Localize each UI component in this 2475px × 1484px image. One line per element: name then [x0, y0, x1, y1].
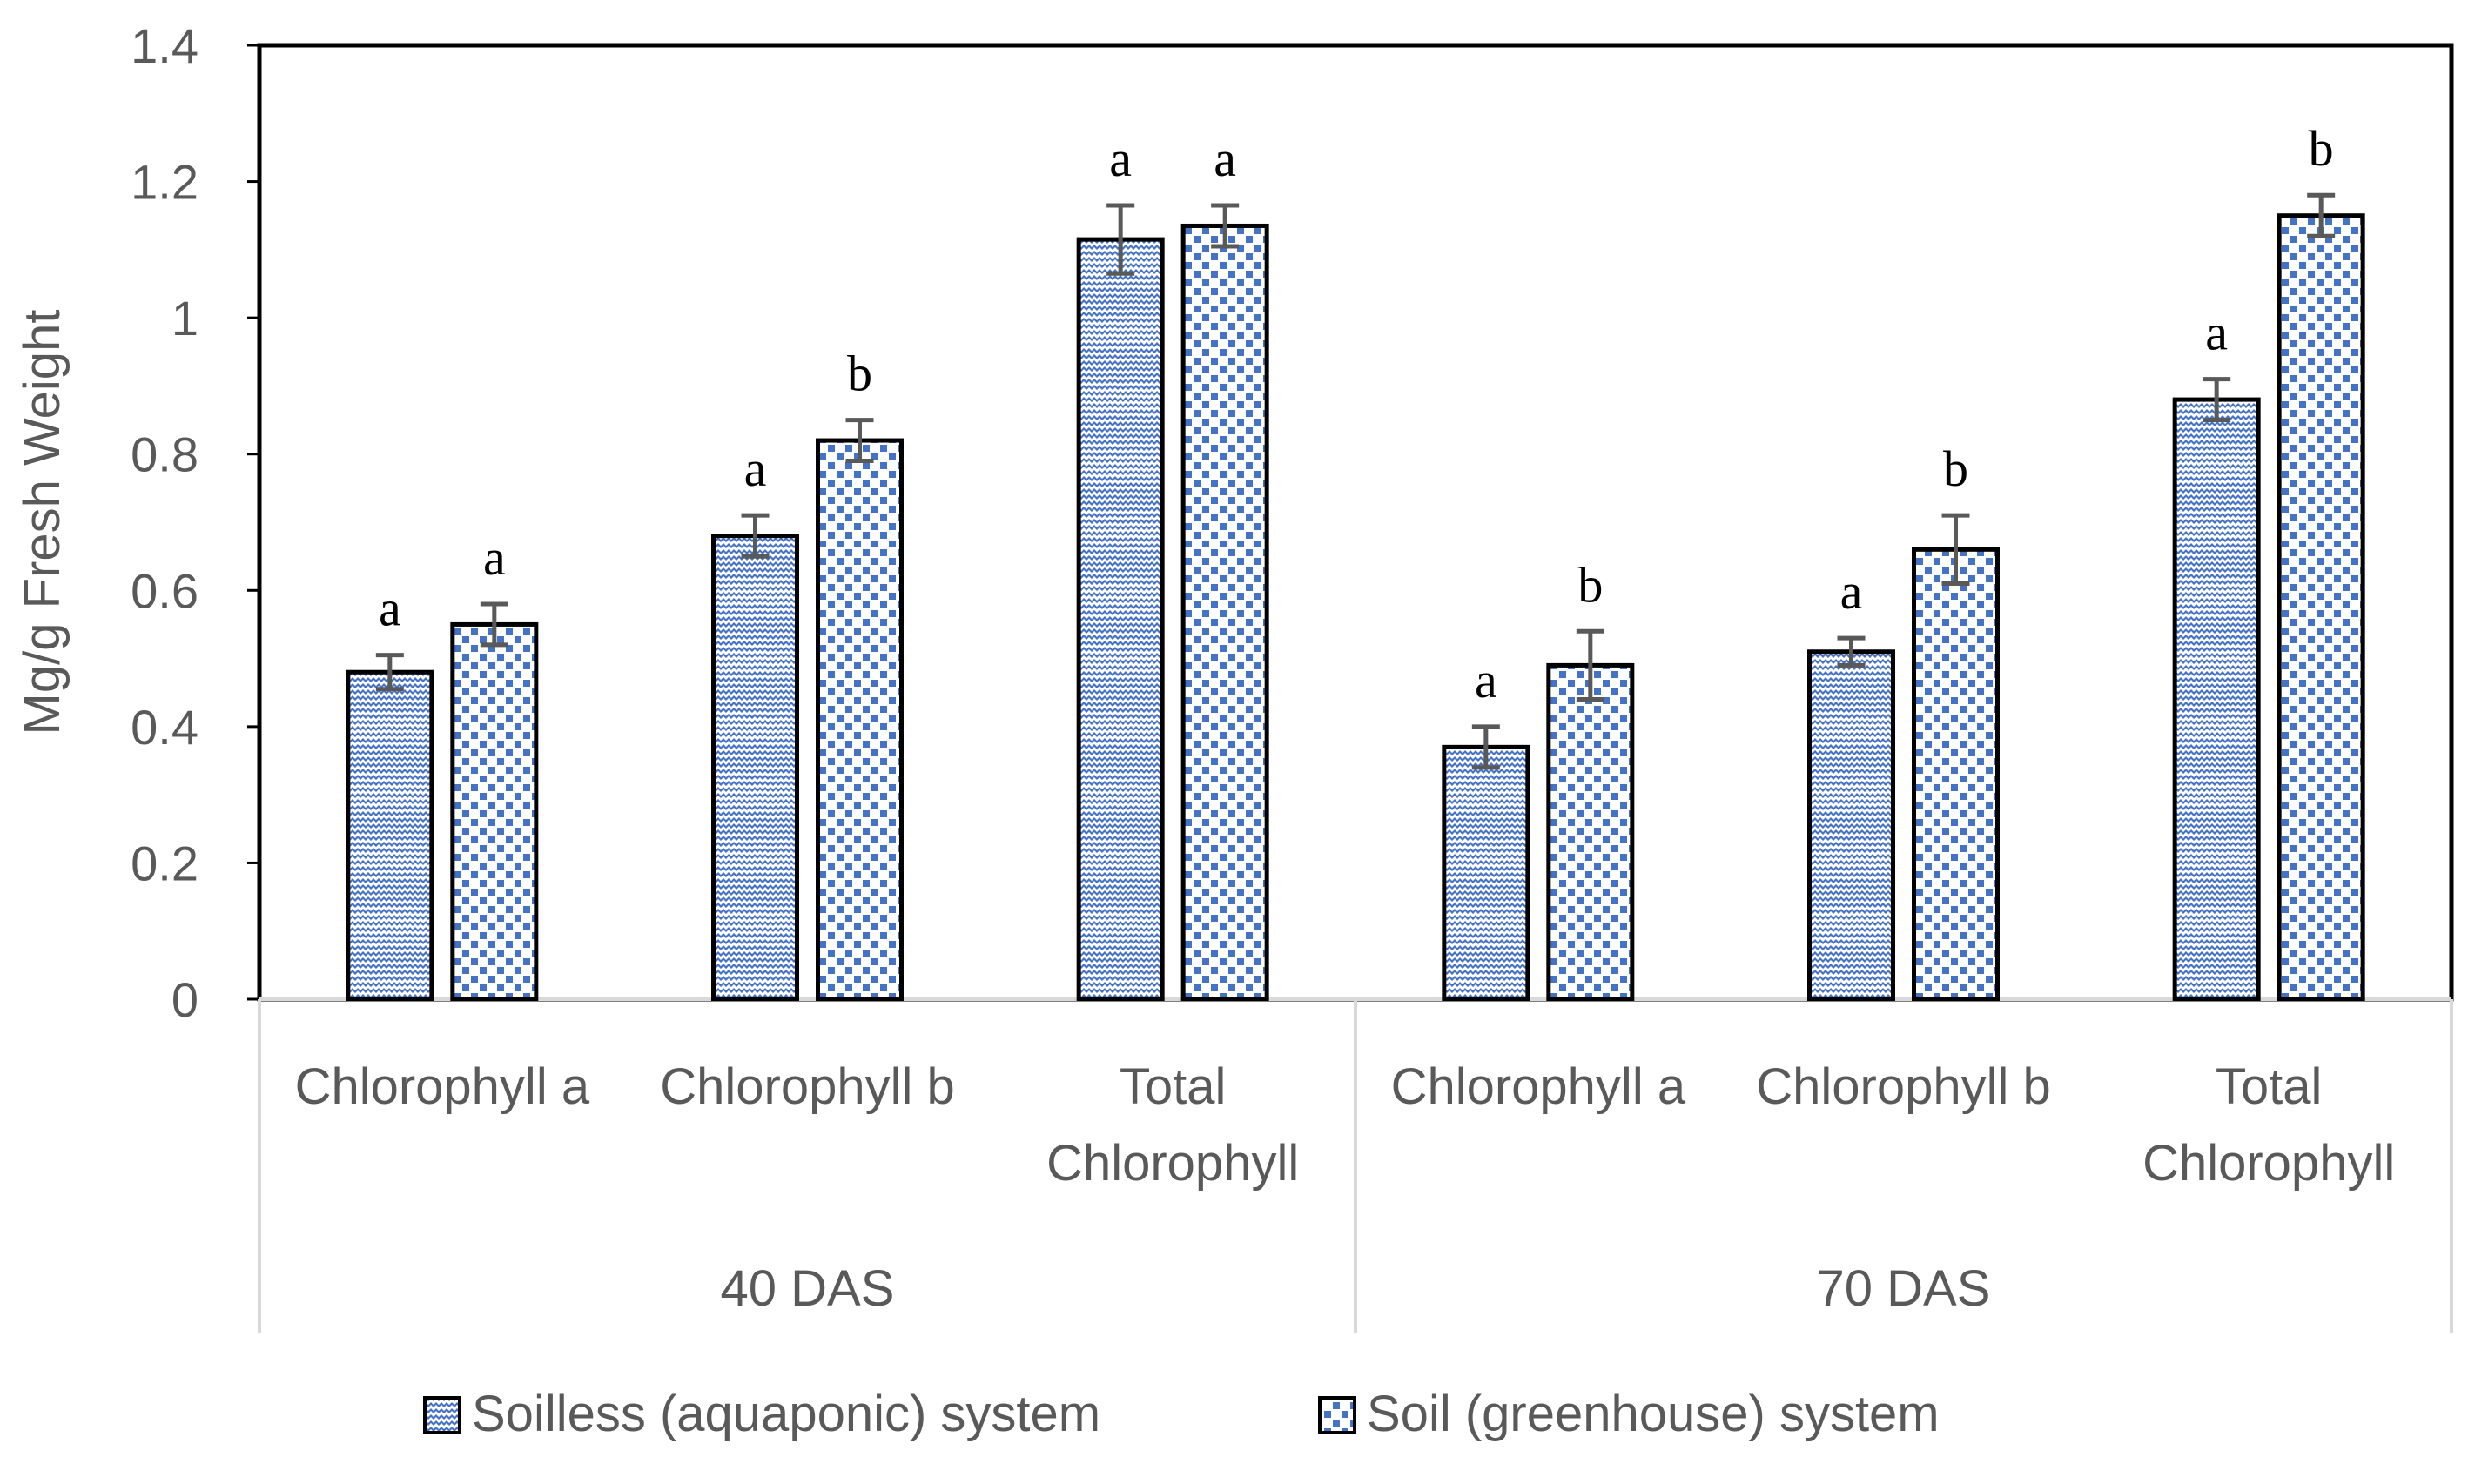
bar-soilless: [1807, 649, 1895, 1002]
group-label: 40 DAS: [721, 1260, 895, 1317]
legend-swatch: [423, 1396, 461, 1434]
group-label: 70 DAS: [1817, 1260, 1991, 1317]
plot-area-frame: [257, 43, 2454, 1002]
significance-letter: b: [1577, 556, 1603, 613]
bar-soilless: [2172, 397, 2261, 1002]
bar-soil: [2277, 213, 2365, 1002]
legend-swatch: [1318, 1396, 1356, 1434]
y-tick-label: 0: [172, 972, 198, 1027]
legend-label: Soilless (aquaponic) system: [472, 1386, 1100, 1442]
y-tick-label: 1.2: [131, 155, 198, 210]
significance-letter: b: [2309, 120, 2334, 177]
significance-letter: a: [1840, 563, 1863, 620]
y-tick-label: 0.2: [131, 836, 198, 890]
bar-soilless: [346, 669, 434, 1002]
legend-label: Soil (greenhouse) system: [1367, 1386, 1940, 1442]
bar-soilless: [1076, 237, 1165, 1002]
bar-soil: [450, 621, 539, 1002]
category-label: Chlorophyll b: [1756, 1058, 2051, 1115]
significance-letter: a: [1109, 131, 1132, 187]
significance-letter: a: [2205, 305, 2228, 361]
bar-soilless: [711, 534, 799, 1002]
significance-letter: a: [1475, 652, 1497, 708]
bar-soilless: [1442, 744, 1530, 1002]
significance-letter: a: [744, 440, 767, 497]
significance-letter: a: [483, 529, 506, 586]
significance-letter: a: [379, 581, 401, 637]
significance-letter: a: [1214, 131, 1236, 187]
category-label: Total: [1120, 1058, 1227, 1115]
bar-soil: [1546, 662, 1635, 1002]
category-label: Total: [2216, 1058, 2323, 1115]
category-label: Chlorophyll a: [295, 1058, 590, 1115]
bar-soil: [1912, 547, 2000, 1002]
y-axis-title: Mg/g Fresh Weight: [14, 310, 71, 735]
category-label: Chlorophyll: [2142, 1135, 2395, 1192]
bar-soil: [816, 438, 904, 1002]
significance-letter: b: [1943, 440, 1968, 497]
bar-soil: [1180, 223, 1269, 1002]
y-tick-label: 0.6: [131, 563, 198, 618]
significance-letter: b: [847, 346, 872, 402]
category-label: Chlorophyll a: [1391, 1058, 1686, 1115]
y-tick-label: 1: [172, 291, 198, 346]
category-label: Chlorophyll: [1046, 1135, 1299, 1192]
y-tick-label: 0.4: [131, 700, 198, 755]
category-label: Chlorophyll b: [660, 1058, 955, 1115]
y-tick-label: 0.8: [131, 427, 198, 482]
y-tick-label: 1.4: [131, 18, 198, 73]
